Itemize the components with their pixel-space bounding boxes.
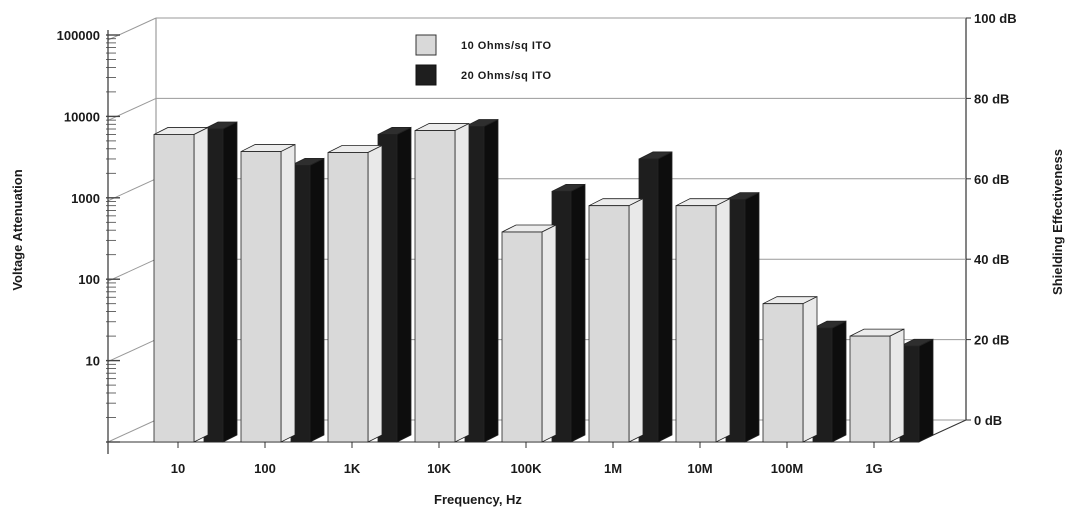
gridline-diagonal [107, 258, 157, 282]
x-tick-label: 100K [510, 461, 542, 476]
x-tick-label: 10M [687, 461, 712, 476]
bar-20 Ohms/sq ITO [464, 118, 499, 443]
bar-10 Ohms/sq ITO [501, 224, 557, 443]
bars [153, 118, 934, 443]
bar-10 Ohms/sq ITO [849, 328, 905, 443]
y2-tick-label: 0 dB [974, 413, 1002, 428]
bar-20 Ohms/sq ITO [290, 157, 325, 443]
legend-label-series-1: 10 Ohms/sq ITO [461, 40, 552, 52]
y2-tick-label: 100 dB [974, 11, 1017, 26]
gridline-diagonal [107, 17, 157, 41]
bar-20 Ohms/sq ITO [377, 126, 412, 443]
bar-10 Ohms/sq ITO [240, 143, 296, 443]
y-tick-label: 100000 [57, 28, 100, 43]
axes: 0 dB 20 dB 40 dB 60 dB 80 dB 100 dB 10 100 1000 1… [57, 11, 1017, 476]
x-tick-label: 100 [254, 461, 276, 476]
gridline-diagonal [107, 419, 157, 443]
x-tick-label: 10K [427, 461, 451, 476]
legend-label-series-2: 20 Ohms/sq ITO [461, 70, 552, 82]
legend: 10 Ohms/sq ITO 20 Ohms/sq ITO [415, 34, 552, 86]
bar-20 Ohms/sq ITO [638, 151, 673, 443]
y-tick-label: 10 [86, 354, 100, 369]
x-axis-title: Frequency, Hz [434, 492, 522, 507]
bar-20 Ohms/sq ITO [899, 338, 934, 443]
y-tick-label: 100 [78, 272, 100, 287]
gridline-diagonal [107, 339, 157, 363]
bar-20 Ohms/sq ITO [725, 191, 760, 443]
y2-tick-label: 40 dB [974, 252, 1009, 267]
bar-20 Ohms/sq ITO [812, 320, 847, 443]
bar-20 Ohms/sq ITO [551, 183, 586, 443]
bar-20 Ohms/sq ITO [203, 121, 238, 443]
legend-swatch-series-1 [415, 34, 437, 56]
y2-tick-label: 60 dB [974, 172, 1009, 187]
bar-10 Ohms/sq ITO [414, 122, 470, 443]
bar-10 Ohms/sq ITO [588, 198, 644, 443]
y2-tick-label: 80 dB [974, 91, 1009, 106]
x-tick-label: 1K [344, 461, 361, 476]
bar-10 Ohms/sq ITO [762, 296, 818, 443]
x-tick-label: 1G [865, 461, 882, 476]
x-tick-label: 1M [604, 461, 622, 476]
y2-tick-label: 20 dB [974, 333, 1009, 348]
y2-axis-title: Shielding Effectiveness [1050, 149, 1065, 295]
x-tick-label: 10 [171, 461, 185, 476]
y-axis-title: Voltage Attenuation [10, 169, 25, 290]
legend-swatch-series-2 [415, 64, 437, 86]
x-tick-label: 100M [771, 461, 804, 476]
bar-10 Ohms/sq ITO [327, 144, 383, 443]
bar-10 Ohms/sq ITO [675, 198, 731, 443]
y-tick-label: 1000 [71, 191, 100, 206]
y-tick-label: 10000 [64, 109, 100, 124]
bar-10 Ohms/sq ITO [153, 126, 209, 443]
